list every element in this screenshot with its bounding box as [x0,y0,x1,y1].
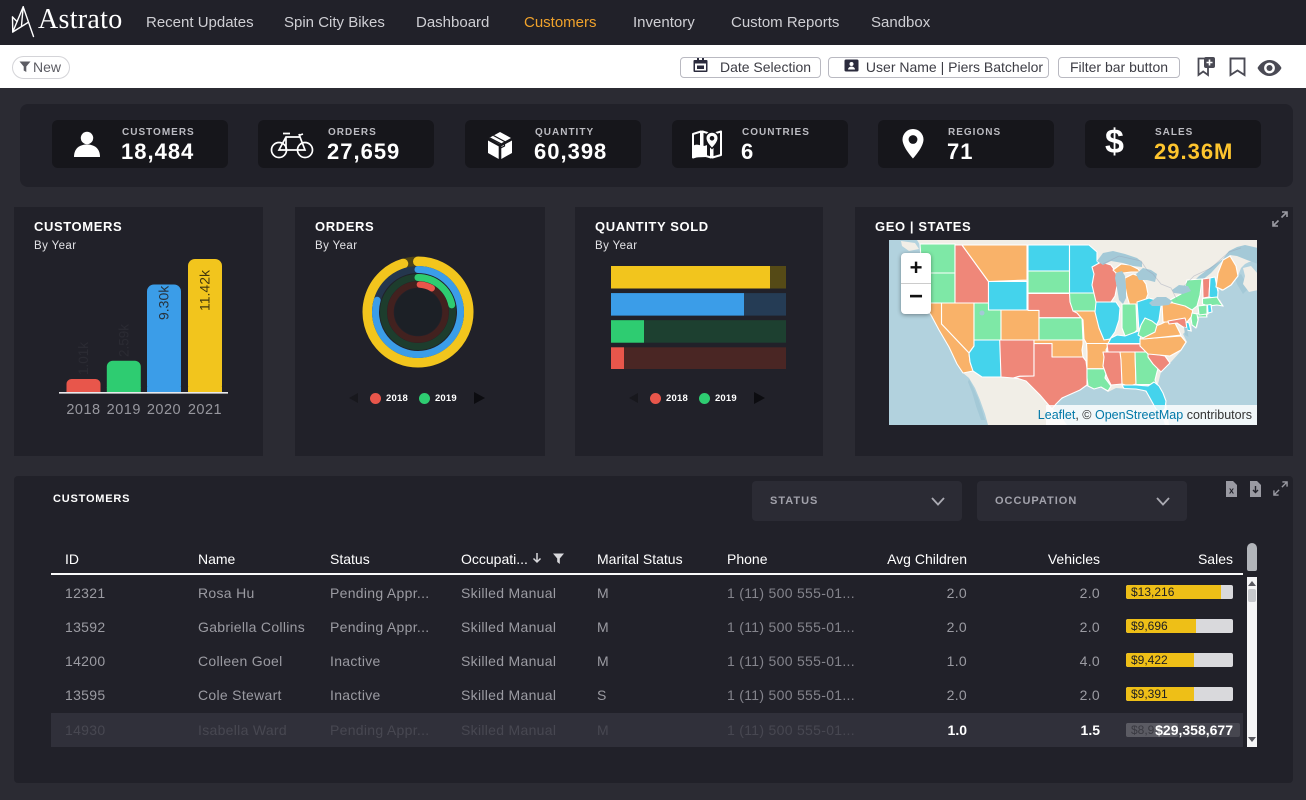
svg-text:11.42k: 11.42k [197,269,213,311]
svg-text:2019: 2019 [107,402,141,418]
svg-text:2021: 2021 [188,402,222,418]
svg-text:2.59k: 2.59k [117,324,132,357]
svg-text:1.01k: 1.01k [76,342,91,375]
svg-text:9.30k: 9.30k [156,285,172,320]
svg-text:Leaflet, © OpenStreetMap contr: Leaflet, © OpenStreetMap contributors [1038,408,1252,422]
svg-text:2020: 2020 [147,402,181,418]
svg-text:x: x [1229,486,1234,496]
svg-text:2018: 2018 [66,402,100,418]
